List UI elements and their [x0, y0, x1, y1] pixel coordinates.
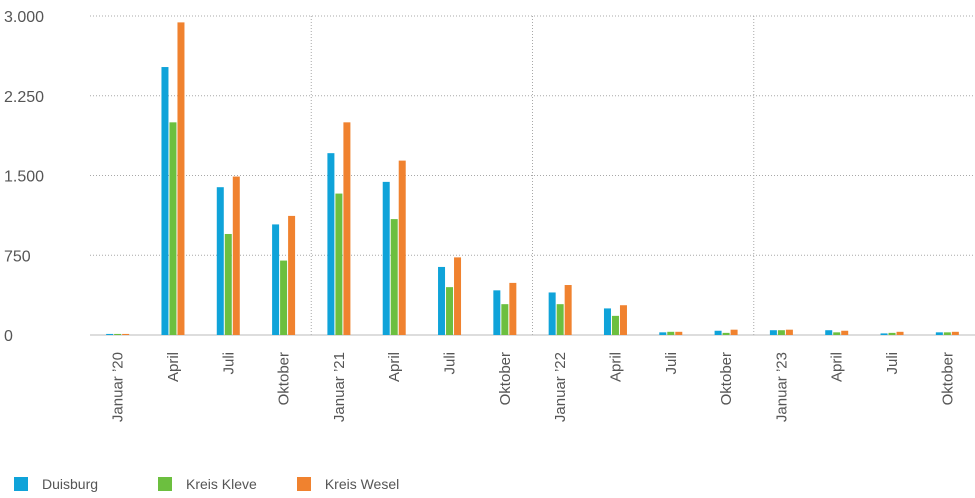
bar-kreis-wesel: [454, 257, 462, 335]
bar-kreis-kleve: [335, 193, 343, 335]
bar-kreis-wesel: [398, 160, 406, 335]
bar-duisburg: [935, 332, 943, 335]
bar-duisburg: [382, 181, 390, 335]
bar-kreis-kleve: [888, 332, 896, 335]
x-tick-label: Juli: [442, 352, 459, 375]
bar-kreis-wesel: [841, 330, 849, 335]
x-tick-label: April: [829, 352, 846, 382]
x-tick-label: Juli: [884, 352, 901, 375]
y-tick-label: 3.000: [4, 9, 44, 26]
bar-kreis-wesel: [619, 305, 627, 335]
bar-kreis-kleve: [501, 304, 509, 335]
legend-label-kreis-wesel: Kreis Wesel: [324, 476, 400, 492]
y-tick-label: 1.500: [4, 169, 44, 186]
bar-kreis-kleve: [556, 304, 564, 335]
bar-kreis-kleve: [943, 332, 951, 335]
bar-kreis-wesel: [288, 215, 296, 335]
bar-kreis-wesel: [785, 329, 793, 335]
legend-item-kreis-kleve: Kreis Kleve: [158, 476, 257, 492]
legend-item-kreis-wesel: Kreis Wesel: [296, 476, 400, 492]
legend-label-duisburg: Duisburg: [42, 476, 99, 492]
bar-duisburg: [272, 224, 280, 335]
bar-duisburg: [216, 187, 224, 335]
y-tick-label: 2.250: [4, 89, 44, 106]
bar-kreis-wesel: [896, 331, 904, 335]
x-tick-label: April: [165, 352, 182, 382]
x-tick-label: April: [386, 352, 403, 382]
x-tick-label: Juli: [220, 352, 237, 375]
bar-kreis-kleve: [833, 332, 841, 335]
bar-duisburg: [769, 330, 777, 335]
bar-duisburg: [548, 292, 556, 335]
bar-kreis-kleve: [777, 330, 785, 335]
bar-kreis-wesel: [564, 285, 572, 335]
legend-swatch-duisburg: [14, 477, 28, 491]
bar-duisburg: [714, 330, 722, 335]
bar-duisburg: [880, 333, 888, 335]
bar-kreis-kleve: [390, 219, 398, 335]
bar-duisburg: [327, 153, 335, 335]
bar-duisburg: [603, 308, 611, 335]
bar-kreis-kleve: [280, 260, 288, 335]
y-axis: 3.000 2.250 1.500 750 0: [4, 9, 44, 345]
bar-duisburg: [438, 266, 446, 335]
x-axis: Januar ’20 April Juli Oktober Januar ’21 Apri…: [110, 352, 957, 422]
bar-kreis-kleve: [611, 315, 619, 335]
legend-swatch-kreis-wesel: [296, 477, 311, 491]
bar-kreis-kleve: [446, 287, 454, 335]
legend-item-duisburg: Duisburg: [14, 476, 118, 492]
x-tick-label: Januar ’22: [552, 352, 569, 422]
x-tick-label: Januar ’21: [331, 352, 348, 422]
x-tick-label: Oktober: [276, 352, 293, 405]
bar-duisburg: [659, 332, 667, 335]
x-tick-label: Juli: [663, 352, 680, 375]
bar-kreis-kleve: [224, 233, 232, 335]
bar-duisburg: [106, 333, 114, 335]
x-tick-label: Oktober: [497, 352, 514, 405]
bar-duisburg: [493, 290, 501, 335]
bar-kreis-wesel: [509, 282, 517, 335]
bar-kreis-wesel: [232, 176, 240, 335]
legend-label-kreis-kleve: Kreis Kleve: [186, 476, 257, 492]
legend: Duisburg Kreis Kleve Kreis Wesel: [14, 476, 439, 492]
y-tick-label: 0: [4, 328, 13, 345]
bar-duisburg: [825, 330, 833, 335]
bar-kreis-kleve: [169, 122, 177, 335]
bars: [106, 22, 959, 335]
bar-kreis-wesel: [675, 331, 683, 335]
y-tick-label: 750: [4, 248, 31, 265]
x-tick-label: April: [607, 352, 624, 382]
bar-kreis-wesel: [122, 333, 130, 335]
bar-kreis-wesel: [343, 122, 351, 335]
x-tick-label: Oktober: [718, 352, 735, 405]
bar-kreis-kleve: [722, 332, 730, 335]
bar-duisburg: [161, 67, 169, 335]
legend-swatch-kreis-kleve: [158, 477, 172, 491]
bar-kreis-wesel: [951, 331, 959, 335]
x-tick-label: Oktober: [939, 352, 956, 405]
bar-kreis-wesel: [177, 22, 185, 335]
x-tick-label: Januar ’20: [110, 352, 127, 422]
x-tick-label: Januar ’23: [773, 352, 790, 422]
bar-kreis-kleve: [114, 333, 122, 335]
bar-kreis-kleve: [667, 331, 675, 335]
bar-kreis-wesel: [730, 329, 738, 335]
